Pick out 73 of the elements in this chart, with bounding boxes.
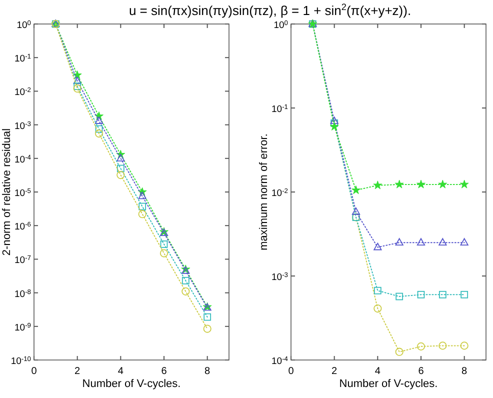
x-tick-label: 0 xyxy=(31,366,38,377)
point xyxy=(460,342,468,350)
y-tick-label: 10$^{0}$ xyxy=(16,20,32,31)
point xyxy=(204,313,212,321)
y-tick-label: 10$^{-7}$ xyxy=(14,254,32,266)
point xyxy=(160,240,168,248)
point xyxy=(352,186,360,194)
point xyxy=(438,180,448,188)
point xyxy=(94,116,104,124)
point xyxy=(394,180,404,188)
y-tick-label: 10$^{-1}$ xyxy=(14,53,32,65)
point xyxy=(73,84,82,93)
text: u = sin(πx)sin(πy)sin(πz), β = 1 + sin$^{2}$(π(x+y+z)). xyxy=(128,2,412,18)
point xyxy=(374,286,382,294)
x-tick-label: 2 xyxy=(74,366,81,377)
point xyxy=(330,122,339,130)
x-tick-label: 8 xyxy=(204,366,211,377)
y-tick-label: 10$^{0}$ xyxy=(274,20,288,31)
y-tick-label: 10$^{-1}$ xyxy=(272,104,288,115)
point xyxy=(116,154,125,162)
point xyxy=(460,290,468,298)
point xyxy=(73,76,82,84)
x-tick-label: 0 xyxy=(288,366,294,377)
point xyxy=(416,342,426,350)
x-tick-label: 4 xyxy=(374,366,381,377)
point xyxy=(438,342,447,350)
y-tick-label: 10$^{-4}$ xyxy=(14,154,32,166)
point xyxy=(374,242,382,250)
x-tick-label: 6 xyxy=(418,366,424,377)
point xyxy=(182,276,190,284)
point xyxy=(416,180,426,188)
point xyxy=(182,287,190,296)
y-tick-label: 10$^{-4}$ xyxy=(272,356,288,367)
y-tick-label: 10$^{-3}$ xyxy=(272,272,288,283)
x-tick-label: 4 xyxy=(118,366,124,377)
point xyxy=(203,324,212,333)
x-axis-title: Number of V-cycles. xyxy=(339,378,438,390)
point xyxy=(373,180,382,190)
y-axis-title: maximum norm of error. xyxy=(258,134,270,250)
point xyxy=(116,170,125,180)
point xyxy=(330,116,338,124)
point xyxy=(374,304,382,313)
point xyxy=(138,210,146,218)
x-tick-label: 2 xyxy=(332,366,338,377)
x-tick-label: 8 xyxy=(462,366,468,377)
point xyxy=(416,238,426,246)
point xyxy=(438,238,447,246)
point xyxy=(460,238,468,246)
point xyxy=(138,202,146,210)
point xyxy=(395,348,404,356)
y-tick-label: 10$^{-6}$ xyxy=(14,221,32,233)
point xyxy=(116,164,124,172)
point xyxy=(460,180,469,188)
point xyxy=(74,82,82,90)
y-tick-label: 10$^{-8}$ xyxy=(14,288,32,300)
x-axis-title: Number of V-cycles. xyxy=(82,378,181,390)
point xyxy=(395,238,404,246)
point xyxy=(438,290,446,298)
point xyxy=(352,207,360,215)
y-axis-title: 2-norm of relative residual xyxy=(1,128,13,256)
y-tick-label: 10$^{-2}$ xyxy=(272,188,288,199)
point xyxy=(160,249,168,258)
point xyxy=(417,290,425,298)
y-tick-label: 10$^{-9}$ xyxy=(14,322,32,334)
point xyxy=(95,125,103,133)
x-tick-label: 6 xyxy=(161,366,168,377)
point xyxy=(138,192,146,200)
y-tick-label: 10$^{-5}$ xyxy=(14,188,32,199)
y-tick-label: 10$^{-10}$ xyxy=(10,356,32,367)
point xyxy=(94,129,104,138)
y-tick-label: 10$^{-3}$ xyxy=(14,120,32,132)
y-tick-label: 10$^{-2}$ xyxy=(14,86,32,98)
point xyxy=(396,292,404,300)
